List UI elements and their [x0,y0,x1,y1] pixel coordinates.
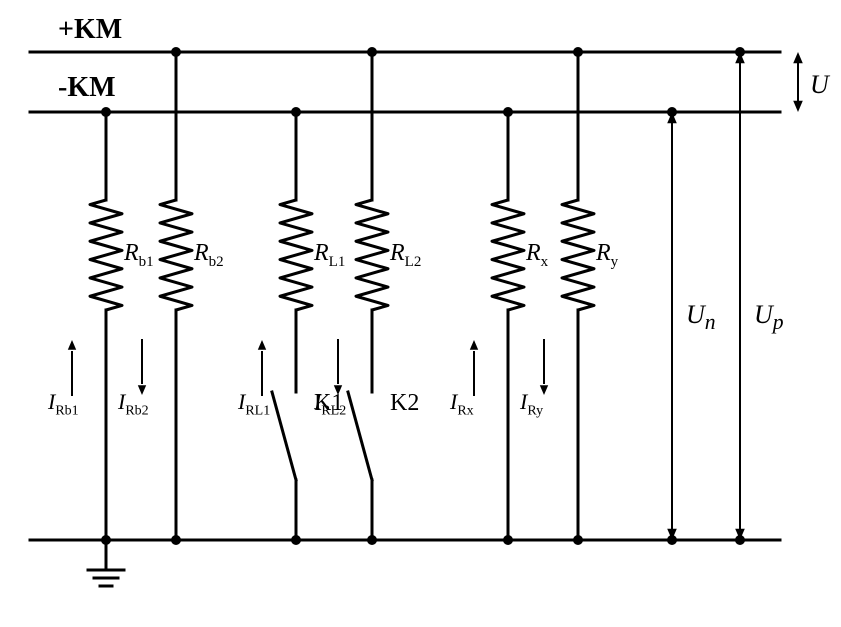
bus-label-neg: -KM [58,72,116,104]
resistor-label-b2: Rb2 [194,240,224,271]
bus-label-pos: +KM [58,14,122,46]
dimension-label-U: U [810,70,829,100]
current-label-b3: IRL1 [238,389,270,419]
current-label-b4: IRL2 [314,389,346,419]
current-label-b1: IRb1 [48,389,79,419]
resistor-label-b6: Ry [596,240,618,271]
current-label-b5: IRx [450,389,474,419]
resistor-label-b3: RL1 [314,240,345,271]
resistor-label-b4: RL2 [390,240,421,271]
resistor-label-b1: Rb1 [124,240,154,271]
resistor-label-b5: Rx [526,240,548,271]
switch-label-b4: K2 [390,390,419,417]
dimension-label-Un: Un [686,300,716,335]
current-label-b2: IRb2 [118,389,149,419]
dimension-label-Up: Up [754,300,784,335]
current-label-b6: IRy [520,389,543,419]
